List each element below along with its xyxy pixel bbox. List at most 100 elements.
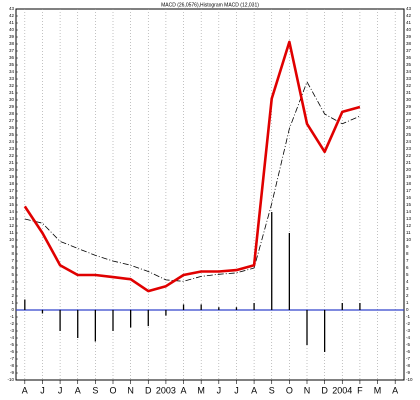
- x-tick-label: D: [321, 385, 328, 395]
- y-tick-label: 31: [9, 90, 15, 95]
- y-tick-label-right: 28: [406, 111, 412, 116]
- y-tick-label-right: 15: [406, 202, 412, 207]
- x-tick-label: O: [109, 385, 116, 395]
- y-tick-label: 9: [11, 244, 14, 249]
- y-tick-label-right: -5: [406, 342, 410, 347]
- y-tick-label-right: 18: [406, 181, 412, 186]
- macd-line: [23, 40, 361, 293]
- y-tick-label-right: 11: [406, 230, 411, 235]
- plot-frame: [15, 8, 405, 381]
- y-tick-label-right: 39: [406, 34, 412, 39]
- y-tick-label: 18: [9, 181, 15, 186]
- x-tick-label: A: [22, 385, 28, 395]
- signal-line: [24, 81, 361, 282]
- y-tick-label-right: 14: [406, 209, 412, 214]
- y-tick-label-right: -3: [406, 328, 410, 333]
- y-tick-label: -6: [10, 349, 14, 354]
- y-tick-label-right: 12: [406, 223, 412, 228]
- y-tick-label: 15: [9, 202, 15, 207]
- y-tick-label-right: 30: [406, 97, 412, 102]
- y-tick-label: 20: [9, 167, 15, 172]
- y-tick-label-right: 40: [406, 27, 412, 32]
- y-tick-label: 36: [9, 55, 15, 60]
- y-tick-label-right: 20: [406, 167, 412, 172]
- y-tick-label-right: -6: [406, 349, 410, 354]
- y-tick-label: 32: [9, 83, 15, 88]
- y-tick-label: 19: [9, 174, 15, 179]
- y-tick-label: -1: [10, 314, 14, 319]
- y-tick-label-right: 33: [406, 76, 412, 81]
- y-tick-label: 24: [9, 139, 15, 144]
- x-tick-label: D: [145, 385, 152, 395]
- y-tick-label-right: 6: [406, 265, 409, 270]
- x-tick-label: S: [92, 385, 98, 395]
- y-tick-label-right: 5: [406, 272, 409, 277]
- y-tick-label-right: 7: [406, 258, 409, 263]
- y-tick-label-right: 26: [406, 125, 412, 130]
- y-tick-label: 34: [9, 69, 15, 74]
- y-tick-label-right: 8: [406, 251, 409, 256]
- y-tick-label: 21: [9, 160, 15, 165]
- y-tick-label: 33: [9, 76, 15, 81]
- x-tick-label: M: [374, 385, 382, 395]
- x-tick-label: O: [286, 385, 293, 395]
- y-tick-label-right: 34: [406, 69, 412, 74]
- y-tick-label-right: 25: [406, 132, 412, 137]
- y-tick-label: -10: [7, 377, 14, 382]
- y-tick-label-right: 17: [406, 188, 412, 193]
- y-tick-label-right: -8: [406, 363, 410, 368]
- y-tick-label-right: 21: [406, 160, 412, 165]
- y-tick-label-right: 41: [406, 20, 412, 25]
- y-tick-label: 29: [9, 104, 15, 109]
- y-tick-label-right: 29: [406, 104, 412, 109]
- y-tick-label: 10: [9, 237, 15, 242]
- y-tick-label-right: 13: [406, 216, 412, 221]
- x-tick-label: J: [40, 385, 45, 395]
- y-tick-label: 39: [9, 34, 15, 39]
- y-tick-label: 38: [9, 41, 15, 46]
- y-tick-label: -3: [10, 328, 14, 333]
- y-tick-label-right: -7: [406, 356, 410, 361]
- x-tick-label: S: [269, 385, 275, 395]
- y-tick-label: -9: [10, 370, 14, 375]
- y-tick-label: -8: [10, 363, 14, 368]
- y-tick-label: -7: [10, 356, 14, 361]
- y-tick-label: 16: [9, 195, 15, 200]
- chart-title: MACD (26,0576),Histogram MACD (12,031): [161, 2, 259, 8]
- y-tick-label-right: 27: [406, 118, 412, 123]
- y-tick-label-right: 3: [406, 286, 409, 291]
- y-tick-label-right: -10: [406, 377, 413, 382]
- x-tick-label: J: [234, 385, 239, 395]
- x-tick-label: A: [75, 385, 81, 395]
- y-tick-label: 13: [9, 216, 15, 221]
- y-tick-label-right: 37: [406, 48, 412, 53]
- y-tick-label-right: 4: [406, 279, 409, 284]
- y-tick-label: 42: [9, 13, 15, 18]
- y-tick-label: 3: [11, 286, 14, 291]
- x-tick-label: J: [217, 385, 222, 395]
- y-tick-label-right: 19: [406, 174, 412, 179]
- x-tick-label: 2003: [156, 385, 176, 395]
- y-tick-label: 12: [9, 223, 15, 228]
- y-tick-label: 43: [9, 6, 15, 11]
- y-tick-label: 25: [9, 132, 15, 137]
- y-tick-label-right: 43: [406, 6, 412, 11]
- y-tick-label-right: -9: [406, 370, 410, 375]
- x-tick-label: A: [181, 385, 187, 395]
- x-tick-label: A: [392, 385, 398, 395]
- y-tick-label: -2: [10, 321, 14, 326]
- y-tick-label: -4: [10, 335, 14, 340]
- x-tick-label: N: [304, 385, 311, 395]
- y-tick-label-right: 16: [406, 195, 412, 200]
- y-tick-label: 37: [9, 48, 15, 53]
- y-tick-label-right: 22: [406, 153, 412, 158]
- y-tick-label: 17: [9, 188, 15, 193]
- y-tick-label: 41: [9, 20, 15, 25]
- y-tick-label: 0: [11, 307, 14, 312]
- y-tick-label-right: 32: [406, 83, 412, 88]
- y-tick-label: 8: [11, 251, 14, 256]
- x-tick-label: N: [127, 385, 134, 395]
- x-tick-label: F: [357, 385, 363, 395]
- y-tick-label: 14: [9, 209, 15, 214]
